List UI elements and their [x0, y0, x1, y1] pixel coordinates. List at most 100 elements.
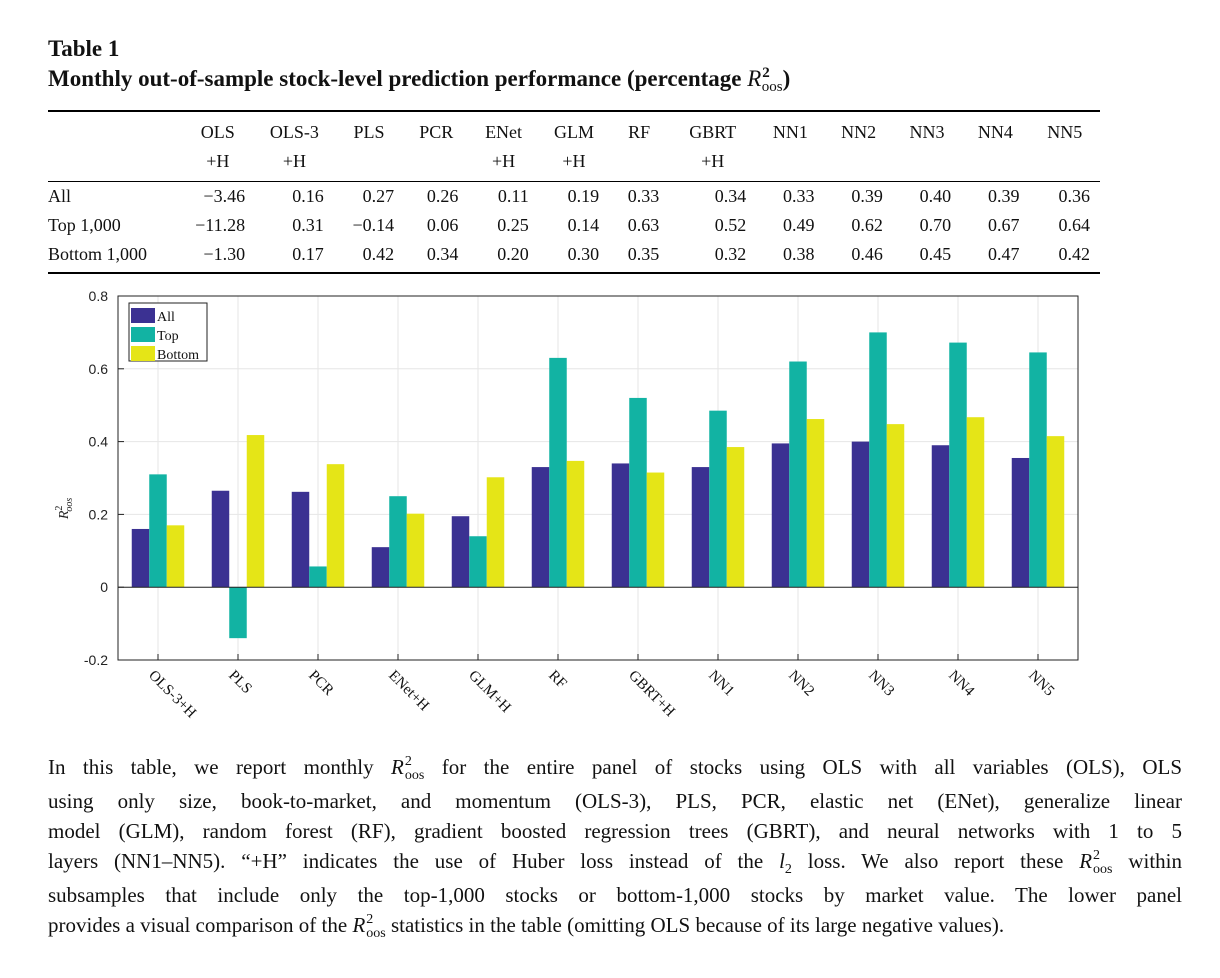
x-tick-label: PLS	[225, 668, 255, 698]
column-header: PLS	[353, 122, 385, 142]
table-cell: 0.17	[292, 244, 324, 264]
table-body: All −3.46 0.16 0.27 0.26 0.11 0.19 0.33 0.34 0.33…	[48, 176, 1100, 269]
caption-line: layers (NN1–NN5). “+H” indicates the use…	[48, 848, 1182, 877]
bar-all	[931, 445, 950, 588]
table-cell: 0.35	[627, 244, 660, 264]
bar-bottom	[1046, 436, 1065, 588]
plot-frame	[117, 295, 1079, 661]
r2-oos-symbol: R2oos	[1079, 848, 1113, 877]
column-header-suffix: +H	[282, 151, 306, 171]
column-header-suffix: +H	[562, 151, 586, 171]
table-row: Bottom 1,000 −1.30 0.17 0.42 0.34 0.20 0.30 0.3…	[48, 240, 1100, 269]
table-cell: 0.11	[497, 186, 529, 206]
x-tick-label: NN4	[945, 668, 977, 700]
bar-all	[851, 441, 870, 588]
table-cell: −11.28	[195, 215, 246, 235]
column-header: OLS	[200, 122, 235, 142]
table-cell: 0.16	[292, 186, 324, 206]
bar-all	[131, 528, 150, 588]
legend-label-all: All	[157, 310, 175, 325]
x-tick-label: NN5	[1025, 668, 1057, 700]
bar-bottom	[806, 419, 825, 588]
table-cell: −0.14	[352, 215, 395, 235]
bar-top	[869, 332, 887, 588]
column-header-suffix	[1030, 147, 1101, 176]
x-tick-label: NN2	[785, 668, 817, 700]
column-header: NN4	[977, 122, 1013, 142]
table-cell: −1.30	[203, 244, 246, 264]
bar-bottom	[406, 513, 425, 588]
r-symbol: R	[747, 66, 762, 91]
r-sup: 2	[762, 65, 770, 81]
caption-line: model (GLM), random forest (RF), gradien…	[48, 819, 1182, 843]
performance-table: OLS OLS-3 PLS PCR ENet GLM RF GBRT NN1 NN2 NN3 NN4 N…	[48, 118, 1100, 269]
row-label: Top 1,000	[48, 215, 121, 235]
table-cell: 0.34	[714, 186, 747, 206]
table-cell: 0.27	[362, 186, 395, 206]
header-row-top: OLS OLS-3 PLS PCR ENet GLM RF GBRT NN1 NN2 NN3 NN4 N…	[48, 118, 1100, 147]
caption-line: subsamples that include only the top-1,0…	[48, 883, 1182, 907]
legend-label-top: Top	[157, 329, 179, 344]
bar-bottom	[326, 464, 345, 588]
table-title: Monthly out-of-sample stock-level predic…	[48, 64, 790, 97]
column-header: RF	[628, 122, 651, 142]
bar-top	[709, 410, 727, 588]
legend-swatch-top	[131, 327, 155, 342]
bar-all	[691, 467, 710, 588]
table-cell: 0.70	[919, 215, 952, 235]
legend-label-bottom: Bottom	[157, 348, 199, 363]
y-tick-label: 0	[100, 579, 108, 595]
table-cell: 0.39	[851, 186, 883, 206]
y-tick-label: -0.2	[84, 652, 108, 668]
column-header: GBRT	[689, 122, 737, 142]
bar-bottom	[966, 417, 985, 588]
y-tick-label: 0.2	[89, 506, 109, 522]
table-caption: In this table, we report monthly R2oos f…	[48, 752, 1182, 944]
column-header-suffix	[825, 147, 893, 176]
x-tick-label: NN1	[705, 668, 737, 700]
column-header: NN5	[1047, 122, 1083, 142]
y-tick-label: 0.6	[89, 361, 109, 377]
column-header-suffix: +H	[206, 151, 230, 171]
table-row: All −3.46 0.16 0.27 0.26 0.11 0.19 0.33 0.34 0.33…	[48, 176, 1100, 211]
caption-line: using only size, book-to-market, and mom…	[48, 789, 1182, 813]
column-header-suffix	[334, 147, 404, 176]
bar-all	[531, 467, 550, 588]
table-row: Top 1,000 −11.28 0.31 −0.14 0.06 0.25 0.14 0.63…	[48, 211, 1100, 240]
x-tick-label: OLS-3+H	[145, 668, 199, 722]
y-tick-label: 0.8	[89, 288, 109, 304]
column-header: OLS-3	[269, 122, 319, 142]
table-title-close: )	[782, 66, 791, 91]
table-cell: 0.36	[1058, 186, 1091, 206]
table-cell: 0.32	[714, 244, 747, 264]
x-tick-label: ENet+H	[385, 668, 432, 715]
r2-oos-symbol: R2oos	[352, 912, 386, 941]
column-header: NN2	[841, 122, 877, 142]
table-cell: 0.40	[919, 186, 952, 206]
table-cell: 0.45	[919, 244, 952, 264]
bar-top	[389, 496, 407, 588]
bar-all	[291, 491, 310, 588]
table-cell: 0.67	[988, 215, 1020, 235]
row-label: Bottom 1,000	[48, 244, 148, 264]
table-label: Table 1	[48, 36, 120, 61]
bar-all	[211, 490, 230, 588]
mid-rule	[48, 181, 1100, 182]
table-cell: 0.26	[426, 186, 459, 206]
bar-top	[549, 357, 567, 588]
bar-all	[771, 443, 790, 588]
bar-top	[229, 587, 247, 639]
table-cell: 0.06	[426, 215, 459, 235]
column-header-suffix: +H	[701, 151, 725, 171]
table-cell: 0.42	[1058, 244, 1091, 264]
table-cell: 0.39	[988, 186, 1020, 206]
table-cell: 0.63	[627, 215, 660, 235]
table-cell: 0.30	[567, 244, 600, 264]
column-header-suffix	[756, 147, 824, 176]
caption-line: In this table, we report monthly R2oos f…	[48, 754, 1183, 783]
table-cell: 0.64	[1058, 215, 1091, 235]
table-cell: 0.33	[627, 186, 660, 206]
bar-bottom	[726, 447, 745, 588]
bar-top	[949, 342, 967, 588]
bar-all	[371, 547, 390, 588]
